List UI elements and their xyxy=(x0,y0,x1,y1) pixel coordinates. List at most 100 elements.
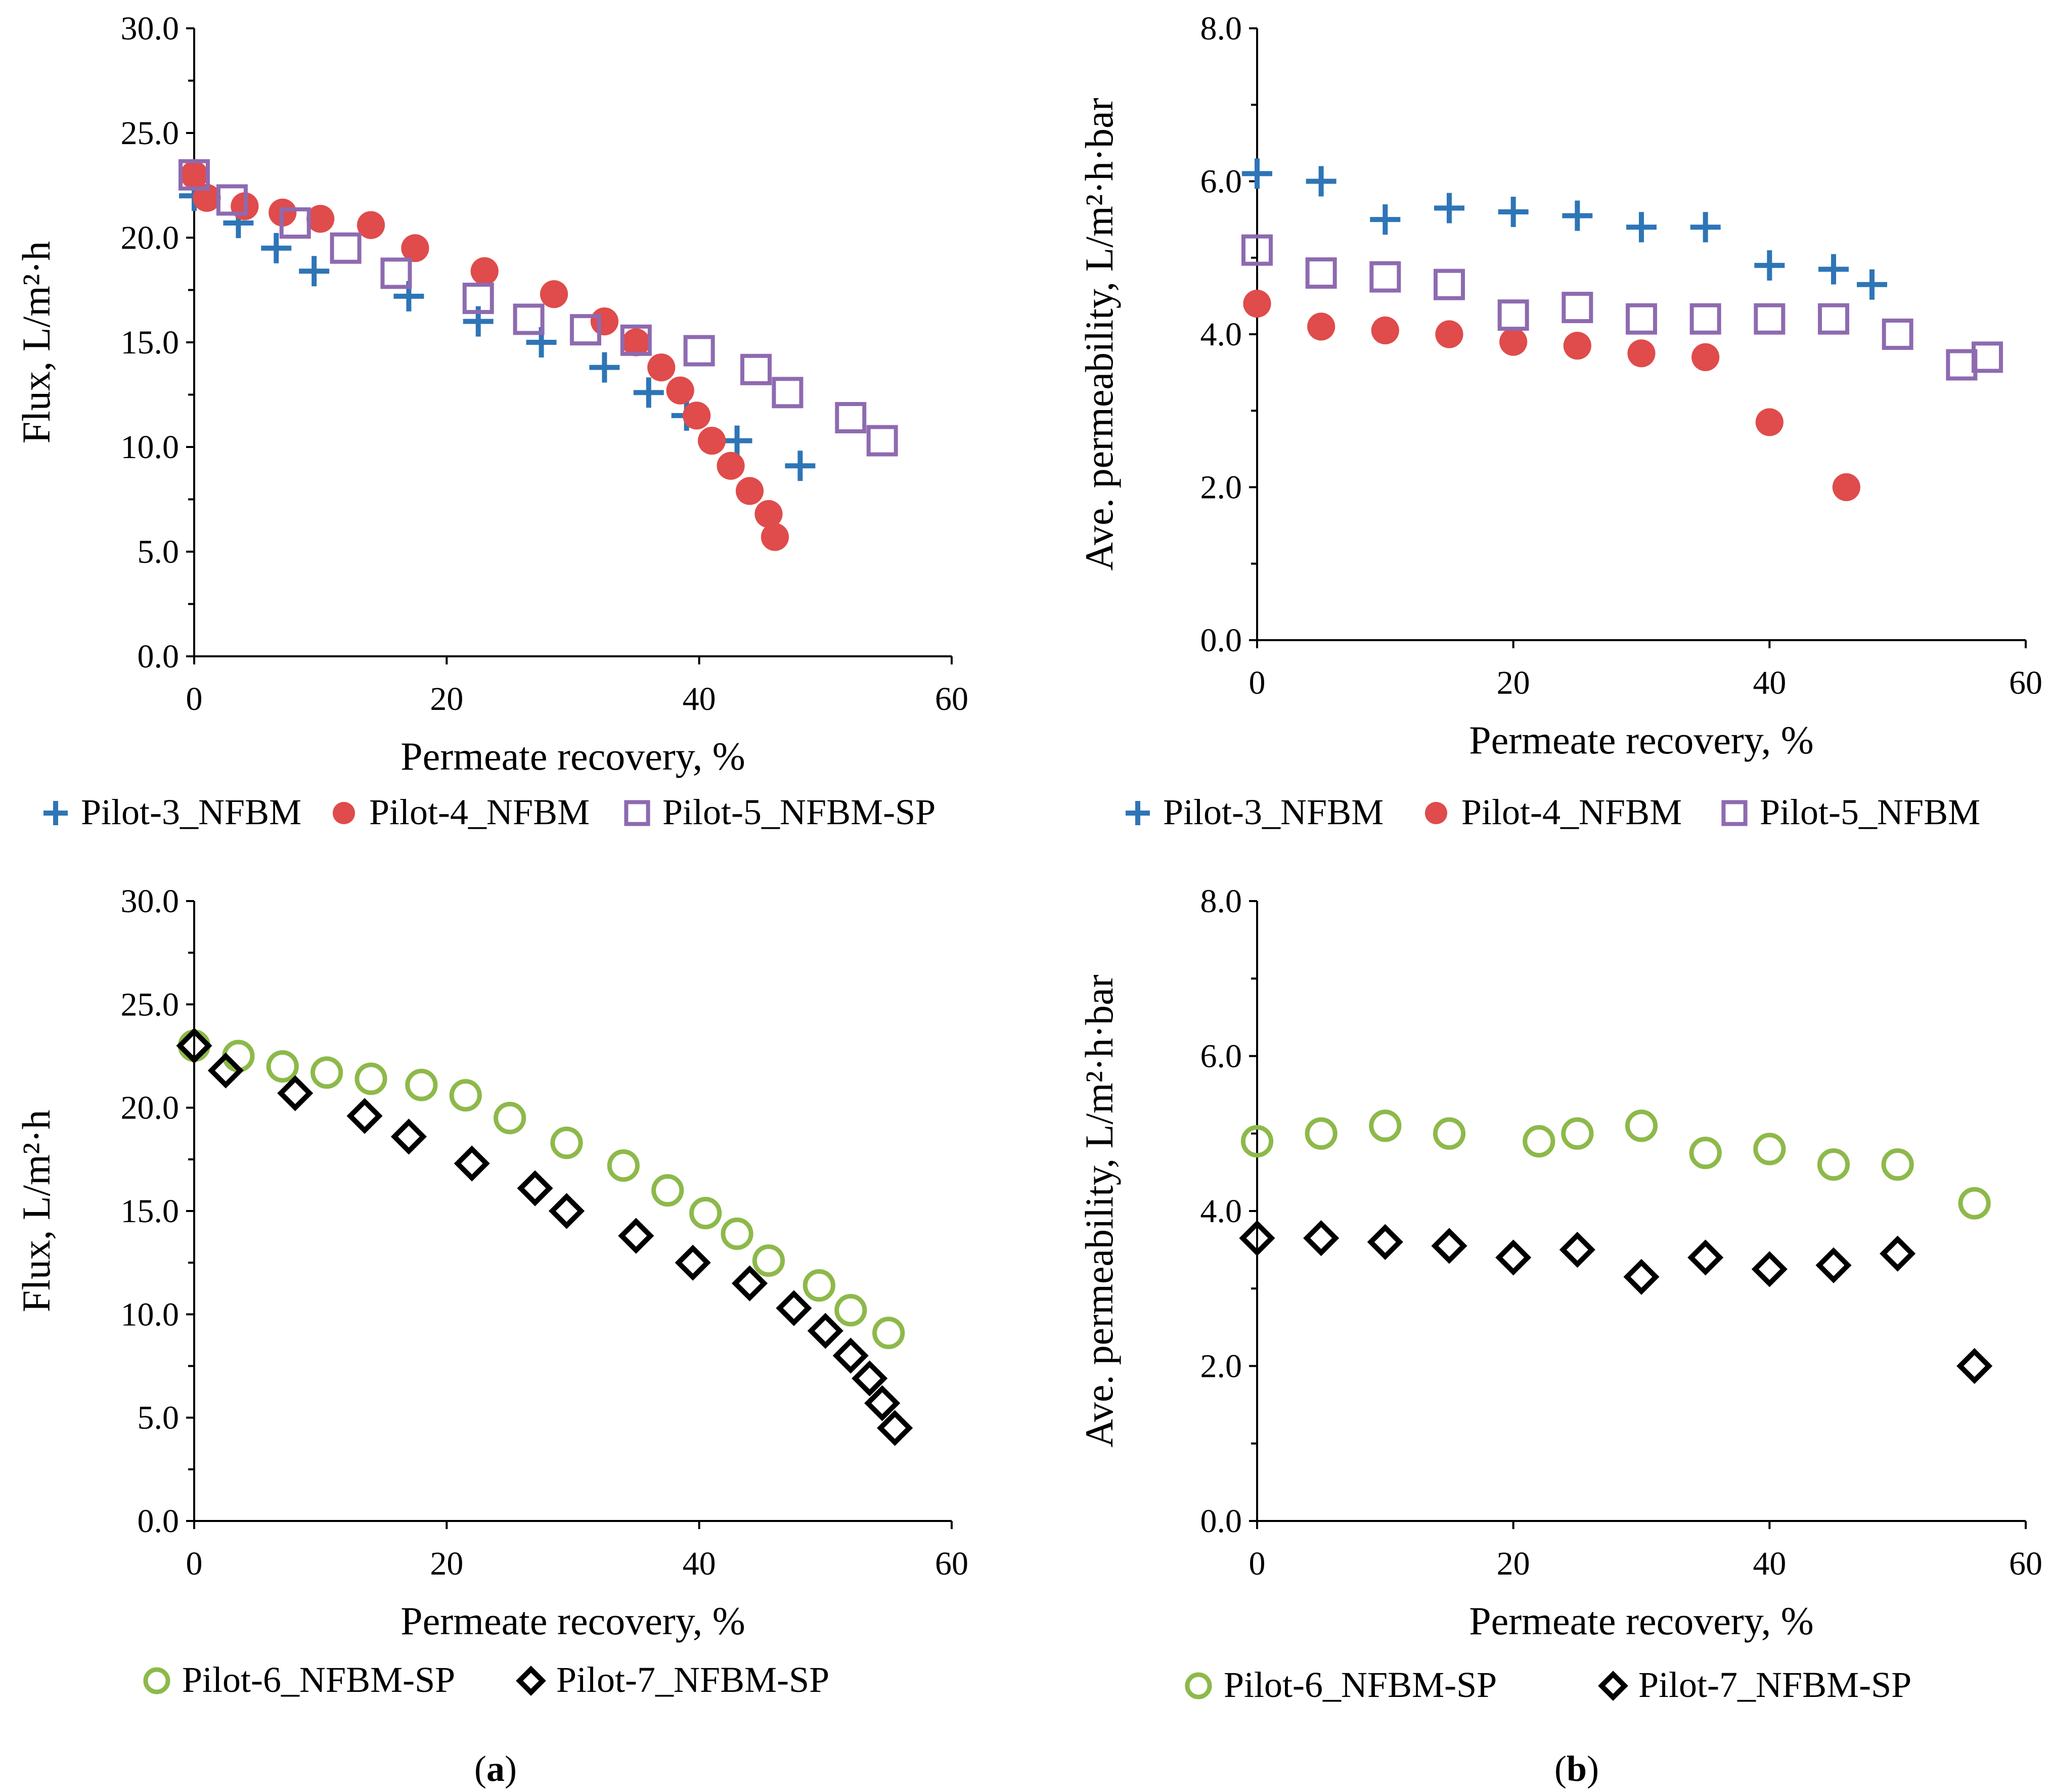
data-point xyxy=(852,1360,888,1397)
data-point xyxy=(1956,1348,1993,1384)
data-point xyxy=(216,184,248,216)
data-point xyxy=(1689,303,1721,335)
data-point xyxy=(494,1102,526,1135)
data-point xyxy=(683,401,711,430)
y-tick-label: 0.0 xyxy=(138,1503,180,1540)
data-point xyxy=(731,1265,768,1302)
y-tick-label: 0.0 xyxy=(1200,622,1242,659)
data-point xyxy=(306,205,335,233)
legend-marker xyxy=(143,1667,170,1694)
data-point xyxy=(193,184,221,212)
data-point xyxy=(1562,292,1593,324)
x-axis-label: Permeate recovery, % xyxy=(1469,1599,1813,1643)
data-point xyxy=(620,324,652,356)
y-tick-label: 20.0 xyxy=(121,219,180,256)
legend-marker xyxy=(1598,1671,1628,1701)
data-point xyxy=(1498,197,1529,227)
data-point xyxy=(589,352,620,383)
data-point xyxy=(1431,1228,1467,1264)
data-point xyxy=(1434,268,1465,300)
data-point xyxy=(569,314,601,346)
legend-marker xyxy=(516,1666,546,1696)
x-tick-label: 60 xyxy=(2009,664,2042,701)
y-tick-label: 8.0 xyxy=(1200,10,1242,47)
data-point xyxy=(401,234,429,262)
y-tick-label: 30.0 xyxy=(121,10,180,47)
data-point xyxy=(675,1244,711,1281)
data-point xyxy=(454,1145,490,1182)
x-tick-label: 60 xyxy=(935,1545,968,1582)
legend-label: Pilot-7_NFBM-SP xyxy=(1638,1665,1911,1705)
x-tick-label: 40 xyxy=(1753,664,1786,701)
data-point xyxy=(1753,1133,1786,1166)
data-point xyxy=(1562,200,1593,231)
data-point xyxy=(590,307,619,336)
data-point xyxy=(618,1218,654,1254)
series-Pilot-6_NFBM-SP xyxy=(1240,1109,1991,1220)
data-point xyxy=(872,1317,905,1350)
series-Pilot-3_NFBM xyxy=(1242,158,1887,300)
data-point xyxy=(802,1269,835,1302)
data-point xyxy=(754,500,783,528)
data-point xyxy=(717,452,745,480)
y-tick-label: 5.0 xyxy=(138,533,180,570)
data-point xyxy=(1370,204,1401,235)
x-tick-label: 0 xyxy=(186,681,203,718)
legend-marker xyxy=(332,801,355,825)
series-Pilot-4_NFBM xyxy=(180,161,789,551)
legend-label: Pilot-5_NFBM xyxy=(1760,792,1980,832)
y-tick-label: 6.0 xyxy=(1200,1038,1242,1075)
data-point xyxy=(1559,1232,1595,1268)
data-point xyxy=(683,335,715,367)
data-point xyxy=(1239,1220,1275,1257)
legend-label: Pilot-6_NFBM-SP xyxy=(182,1660,455,1700)
data-point xyxy=(261,233,292,263)
data-point xyxy=(462,283,494,315)
data-point xyxy=(832,1337,869,1374)
y-tick-label: 20.0 xyxy=(121,1090,180,1127)
data-point xyxy=(785,451,816,481)
data-point xyxy=(633,377,664,408)
data-point xyxy=(698,426,726,455)
panels: 0.0 5.0 10.0 15.0 20.0 25.0 30.0 0 20 40 60 Permeat… xyxy=(14,10,2042,1705)
x-tick-label: 20 xyxy=(1497,1545,1530,1582)
y-axis-label: Flux, L/m²·h xyxy=(14,241,58,443)
data-point xyxy=(179,159,210,191)
data-point xyxy=(180,161,208,189)
data-point xyxy=(1627,339,1656,368)
data-point xyxy=(721,1217,753,1250)
legend-label: Pilot-5_NFBM-SP xyxy=(662,792,935,832)
data-point xyxy=(354,1062,387,1095)
data-point xyxy=(1815,1247,1852,1283)
data-point xyxy=(356,211,385,239)
data-point xyxy=(1523,1125,1555,1158)
legend-marker xyxy=(624,800,650,826)
data-point xyxy=(1689,1136,1722,1170)
data-point xyxy=(1623,1259,1660,1295)
y-tick-label: 25.0 xyxy=(121,115,180,152)
series-Pilot-7_NFBM-SP xyxy=(1239,1220,1993,1384)
data-point xyxy=(1755,408,1784,436)
x-tick-label: 40 xyxy=(683,681,716,718)
data-point xyxy=(834,1294,867,1327)
data-point xyxy=(1625,1109,1658,1142)
y-tick-label: 30.0 xyxy=(121,883,180,920)
data-point xyxy=(1626,303,1657,335)
data-point xyxy=(176,1027,212,1064)
data-point xyxy=(470,257,499,285)
x-axis-label: Permeate recovery, % xyxy=(400,1599,745,1643)
x-tick-label: 40 xyxy=(683,1545,716,1582)
data-point xyxy=(1881,1148,1914,1181)
data-point xyxy=(647,353,676,382)
legend-label: Pilot-3_NFBM xyxy=(1163,792,1384,832)
y-axis-label: Flux, L/m²·h xyxy=(14,1110,58,1312)
legend-label: Pilot-6_NFBM-SP xyxy=(1224,1665,1497,1705)
legend-label: Pilot-4_NFBM xyxy=(1461,792,1682,832)
y-tick-label: 10.0 xyxy=(121,1296,180,1333)
y-axis-label: Ave. permeability, L/m²·h·bar xyxy=(1077,98,1121,570)
x-tick-label: 20 xyxy=(430,1545,463,1582)
data-point xyxy=(877,1410,913,1446)
data-point xyxy=(1563,332,1591,360)
